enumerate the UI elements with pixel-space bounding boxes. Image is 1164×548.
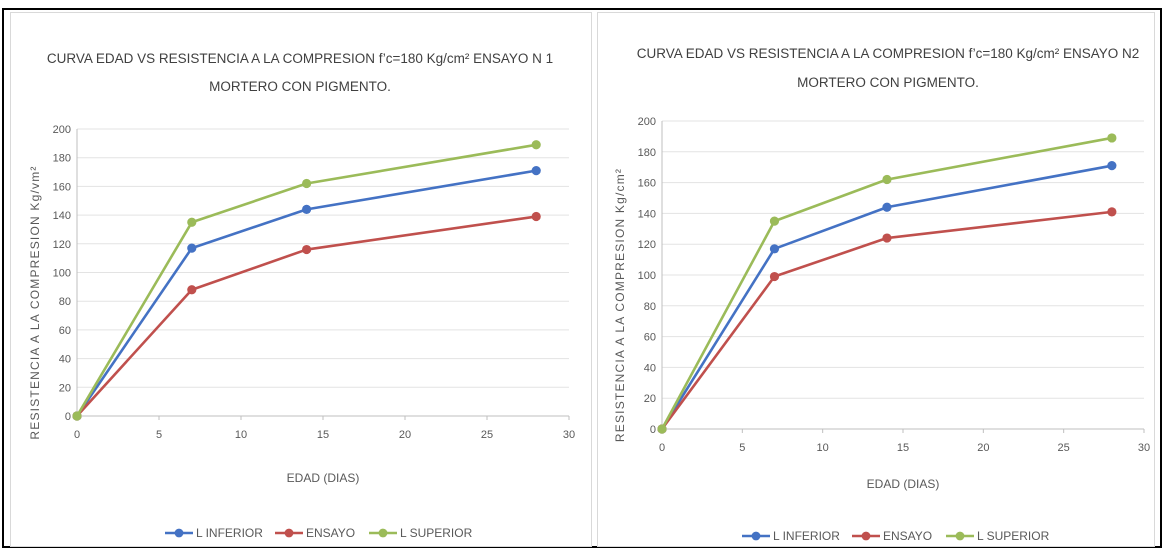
y-tick-label: 0 [65, 411, 71, 423]
data-point-ensayo [1107, 207, 1117, 217]
y-tick-label: 100 [638, 270, 656, 282]
data-point-ensayo [531, 211, 541, 222]
y-tick-label: 140 [53, 210, 71, 222]
series-line-l-superior [75, 143, 537, 417]
y-tick-label: 200 [53, 124, 71, 136]
data-point-l-superior [882, 174, 892, 185]
chart-panel-ensayo-2: CURVA EDAD VS RESISTENCIA A LA COMPRESIO… [597, 12, 1155, 547]
series-line-l-superior [660, 136, 1113, 430]
legend-entry-l-inferior: L INFERIOR [196, 526, 263, 540]
legend-swatch-marker [174, 528, 184, 538]
y-axis-label: RESISTENCIA A LA COMPRESION Kg/vm² [28, 165, 42, 439]
data-point-ensayo [187, 285, 197, 295]
data-point-ensayo [302, 244, 312, 255]
chart-title-line-1: CURVA EDAD VS RESISTENCIA A LA COMPRESIO… [47, 51, 553, 66]
y-tick-label: 160 [638, 178, 656, 190]
legend-swatch-marker [751, 531, 761, 541]
legend-entry-ensayo: ENSAYO [883, 529, 932, 543]
x-axis-label: EDAD (DIAS) [867, 477, 940, 491]
series-line-ensayo [76, 215, 537, 417]
data-point-ensayo [769, 271, 780, 282]
legend-swatch-marker [955, 531, 965, 541]
y-tick-label: 80 [644, 301, 656, 313]
y-axis-label: RESISTENCIA A LA COMPRESION Kg/cm² [613, 168, 627, 442]
y-tick-label: 200 [638, 116, 656, 128]
y-tick-label: 180 [638, 147, 656, 159]
y-tick-label: 60 [59, 325, 71, 337]
y-tick-label: 80 [59, 296, 71, 308]
x-tick-label: 30 [1138, 442, 1150, 454]
series-line-l-inferior [660, 164, 1113, 430]
x-tick-label: 10 [817, 442, 829, 454]
x-tick-label: 15 [317, 429, 329, 441]
data-point-ensayo [882, 233, 892, 243]
y-tick-label: 140 [638, 208, 656, 220]
y-tick-label: 20 [644, 393, 656, 405]
y-tick-label: 20 [59, 382, 71, 394]
data-point-l-superior [302, 178, 312, 189]
y-tick-label: 160 [53, 181, 71, 193]
legend-entry-ensayo: ENSAYO [306, 526, 355, 540]
series-line-l-inferior [75, 169, 537, 417]
data-point-l-inferior [187, 243, 197, 253]
x-axis-label: EDAD (DIAS) [287, 471, 360, 485]
data-point-l-superior [1107, 133, 1117, 143]
data-point-l-superior [187, 217, 197, 227]
y-tick-label: 100 [53, 268, 71, 280]
series-line-ensayo [660, 210, 1113, 430]
data-point-l-inferior [882, 202, 892, 212]
x-tick-label: 30 [563, 429, 575, 441]
x-tick-label: 15 [897, 442, 909, 454]
x-tick-label: 0 [659, 442, 665, 454]
legend-entry-l-superior: L SUPERIOR [400, 526, 473, 540]
y-tick-label: 60 [644, 332, 656, 344]
y-tick-label: 0 [650, 424, 656, 436]
y-tick-label: 40 [59, 354, 71, 366]
x-tick-label: 25 [1058, 442, 1070, 454]
chart-title-line-2: MORTERO CON PIGMENTO. [797, 75, 979, 90]
legend-swatch-marker [284, 528, 294, 538]
x-tick-label: 0 [74, 429, 80, 441]
data-point-l-superior [72, 411, 82, 421]
chart-ensayo-2: CURVA EDAD VS RESISTENCIA A LA COMPRESIO… [613, 46, 1150, 543]
y-tick-label: 120 [53, 239, 71, 251]
data-point-l-superior [531, 140, 541, 150]
data-point-l-inferior [1107, 161, 1117, 171]
legend-swatch-marker [378, 528, 388, 538]
data-point-l-inferior [302, 204, 312, 214]
x-tick-label: 5 [739, 442, 745, 454]
x-tick-label: 5 [156, 429, 162, 441]
x-tick-label: 25 [481, 429, 493, 441]
chart-title-line-2: MORTERO CON PIGMENTO. [209, 79, 391, 94]
y-tick-label: 40 [644, 362, 656, 374]
y-tick-label: 180 [53, 153, 71, 165]
legend-swatch-marker [861, 531, 871, 541]
x-tick-label: 10 [235, 429, 247, 441]
data-point-l-superior [769, 216, 780, 226]
data-point-l-inferior [531, 166, 541, 176]
data-point-l-superior [657, 424, 667, 434]
legend-entry-l-inferior: L INFERIOR [773, 529, 840, 543]
x-tick-label: 20 [399, 429, 411, 441]
chart-title-line-1: CURVA EDAD VS RESISTENCIA A LA COMPRESIO… [637, 46, 1140, 61]
legend-entry-l-superior: L SUPERIOR [977, 529, 1050, 543]
chart-panel-ensayo-1: CURVA EDAD VS RESISTENCIA A LA COMPRESIO… [10, 12, 592, 547]
y-tick-label: 120 [638, 239, 656, 251]
data-point-l-inferior [769, 244, 780, 254]
x-tick-label: 20 [977, 442, 989, 454]
chart-ensayo-1: CURVA EDAD VS RESISTENCIA A LA COMPRESIO… [28, 51, 575, 540]
